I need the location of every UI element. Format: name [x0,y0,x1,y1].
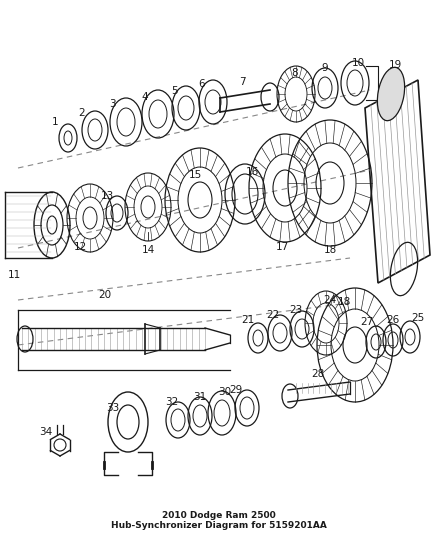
Text: 9: 9 [321,63,328,73]
Text: 34: 34 [39,427,53,437]
Text: Hub-Synchronizer Diagram for 5159201AA: Hub-Synchronizer Diagram for 5159201AA [111,521,327,530]
Text: 30: 30 [219,387,232,397]
Ellipse shape [378,67,405,120]
Text: 12: 12 [74,242,87,252]
Text: 29: 29 [230,385,243,395]
Text: 23: 23 [290,305,303,315]
Text: 26: 26 [386,315,399,325]
Text: 6: 6 [199,79,205,89]
Text: 16: 16 [245,167,258,177]
Text: 27: 27 [360,317,374,327]
Text: 1: 1 [52,117,58,127]
Text: 5: 5 [171,86,177,96]
Text: 18: 18 [323,245,337,255]
Text: 19: 19 [389,60,402,70]
Text: 33: 33 [106,403,120,413]
Text: 8: 8 [292,68,298,78]
Text: 20: 20 [99,290,112,300]
Text: 14: 14 [141,245,155,255]
Text: 18: 18 [337,297,351,307]
Text: 25: 25 [411,313,424,323]
Text: 15: 15 [188,170,201,180]
Text: 4: 4 [141,92,148,102]
Text: 11: 11 [7,270,21,280]
Text: 2: 2 [79,108,85,118]
Text: 17: 17 [276,242,289,252]
Text: 13: 13 [100,191,113,201]
Text: 10: 10 [351,58,364,68]
Text: 2010 Dodge Ram 2500: 2010 Dodge Ram 2500 [162,511,276,520]
Text: 3: 3 [109,99,115,109]
Text: 28: 28 [311,369,325,379]
Text: 24: 24 [323,295,337,305]
Text: 7: 7 [239,77,245,87]
Text: 31: 31 [193,392,207,402]
Text: 32: 32 [166,397,179,407]
Text: 22: 22 [266,310,279,320]
Text: 21: 21 [241,315,254,325]
